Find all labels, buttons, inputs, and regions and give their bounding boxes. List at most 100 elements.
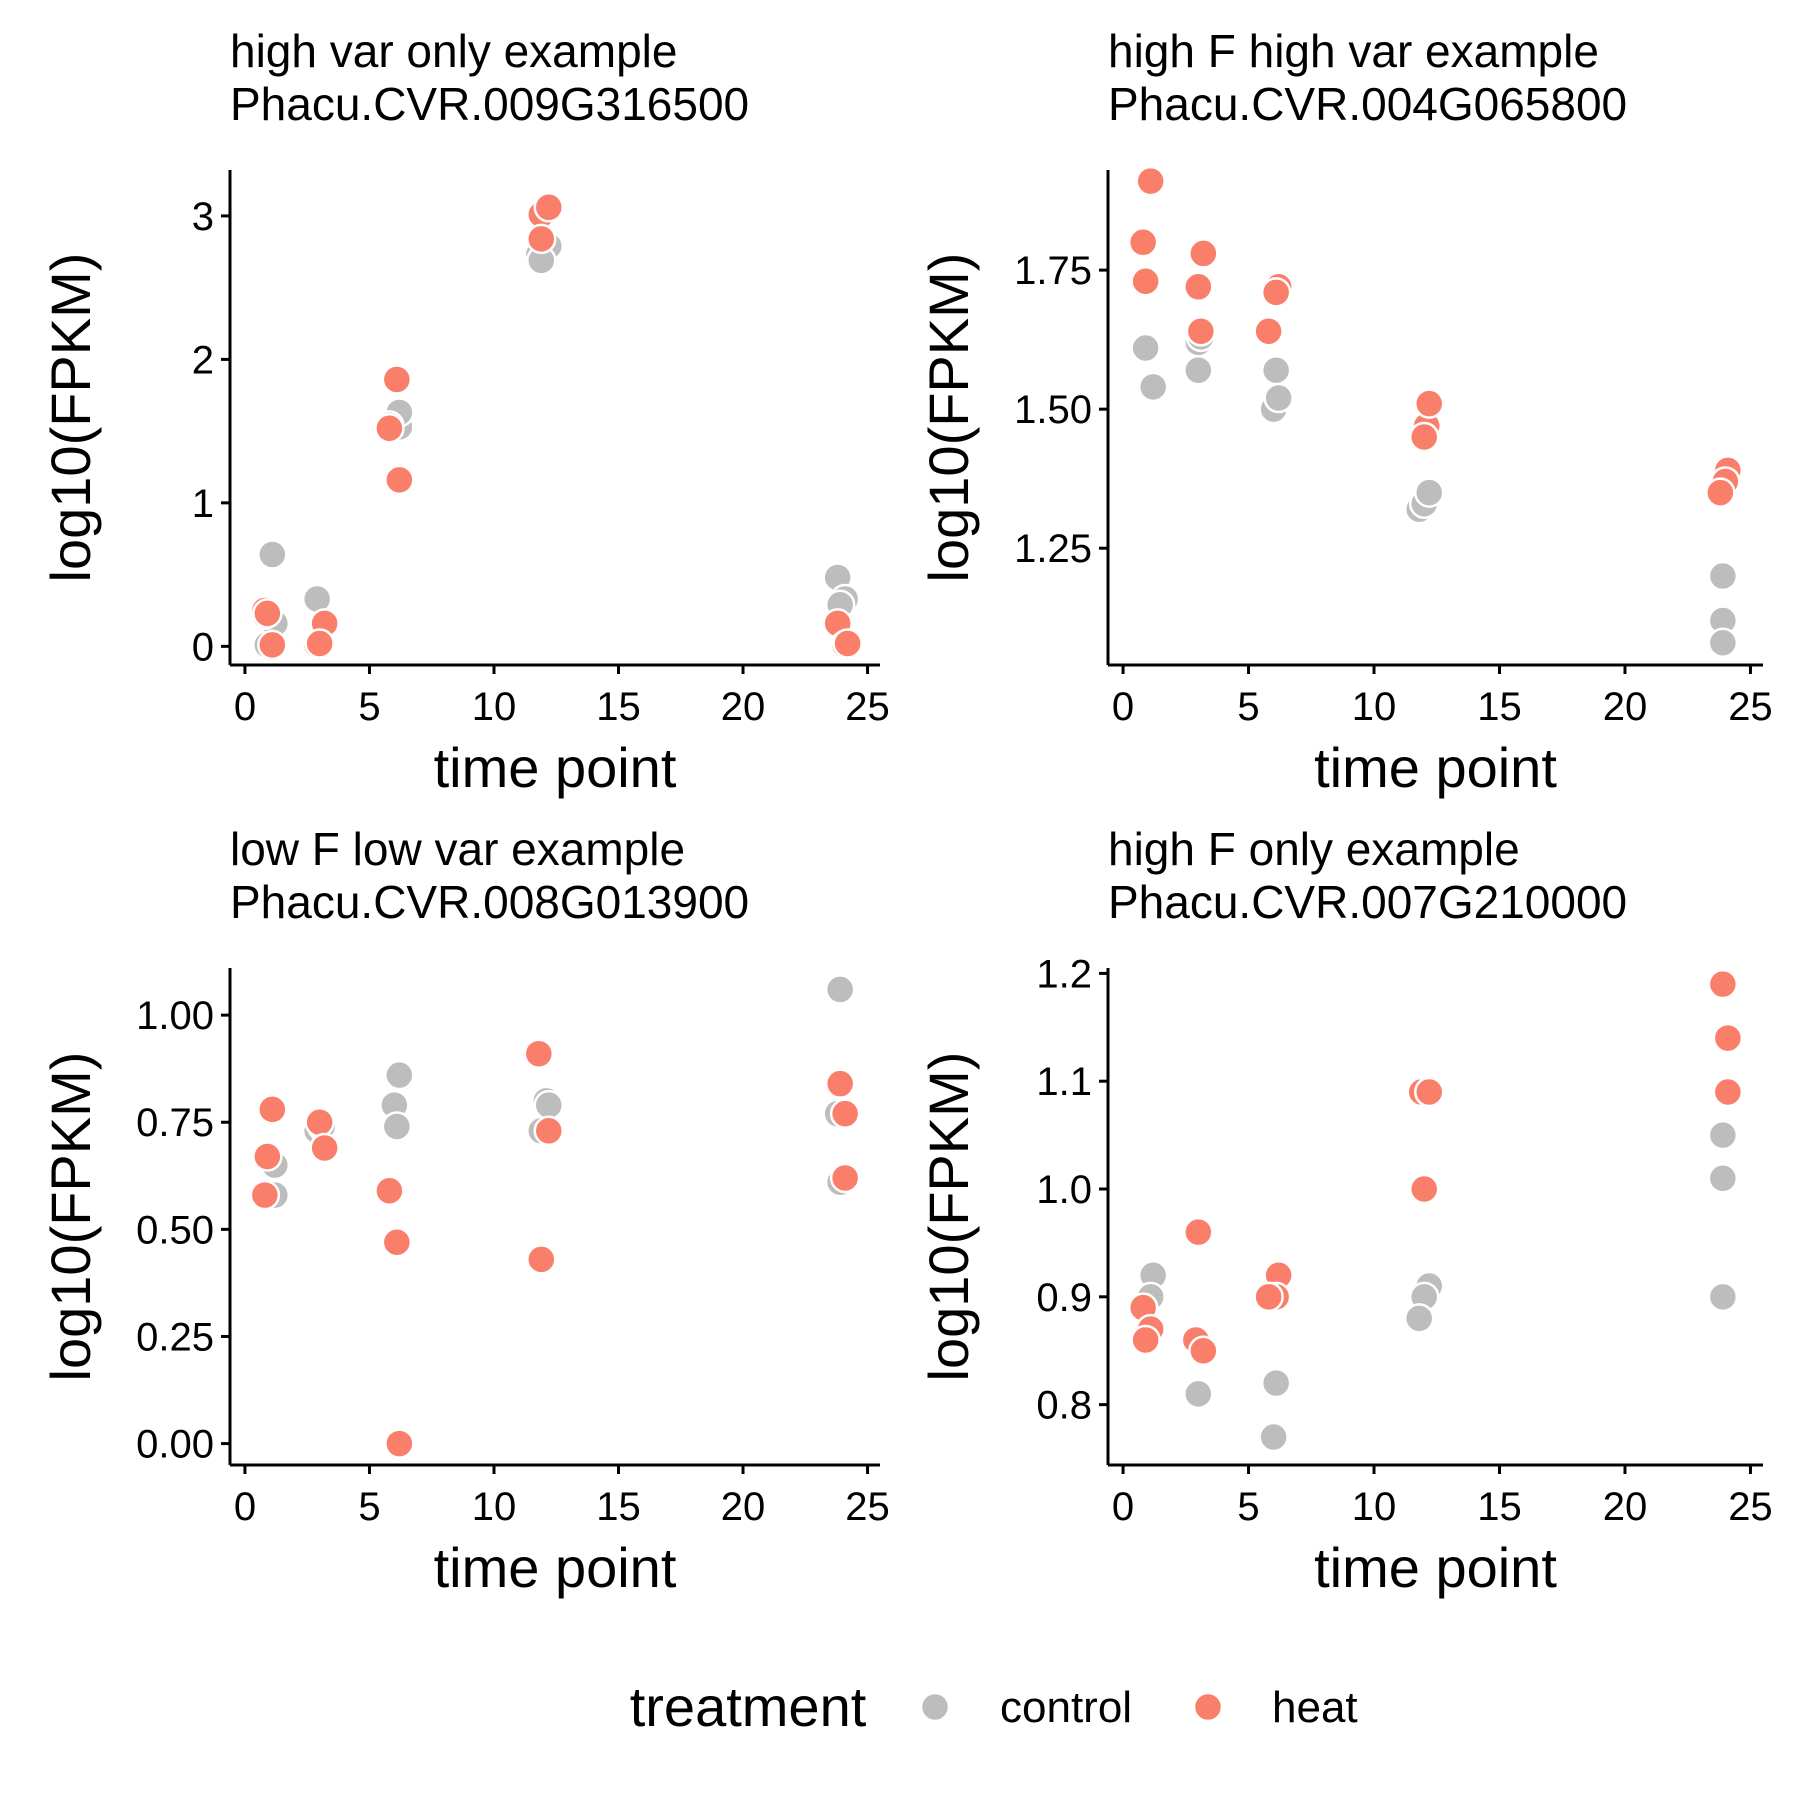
data-point-heat [252, 1141, 283, 1172]
data-point-heat [384, 464, 415, 496]
data-point-heat [381, 364, 413, 395]
y-axis-title: log10(FPKM) [917, 1052, 980, 1382]
data-point-heat [249, 1179, 281, 1211]
data-point-control [1707, 627, 1739, 659]
data-point-heat [1183, 1216, 1214, 1248]
data-point-heat [1712, 1022, 1744, 1054]
data-point-heat [1183, 271, 1214, 303]
x-tick-label: 20 [721, 685, 766, 729]
data-point-control [1183, 354, 1214, 386]
data-point-control [1260, 1367, 1292, 1399]
data-point-heat [304, 628, 335, 659]
data-point-heat [533, 1115, 565, 1147]
data-point-heat [1712, 1076, 1744, 1108]
y-tick-label: 1.0 [1036, 1168, 1092, 1212]
data-point-control [1403, 1303, 1435, 1334]
data-point-heat [832, 628, 863, 659]
x-tick-label: 25 [845, 1485, 890, 1529]
data-point-control [824, 974, 856, 1005]
x-tick-label: 20 [1603, 685, 1648, 729]
data-point-heat [1188, 238, 1219, 269]
x-tick-label: 20 [1603, 1485, 1648, 1529]
panels: high var only examplePhacu.CVR.009G31650… [39, 25, 1773, 1599]
chart-panel-2: high F high var examplePhacu.CVR.004G065… [917, 25, 1773, 799]
y-tick-label: 1.00 [136, 994, 214, 1038]
panel-subtitle: Phacu.CVR.004G065800 [1108, 78, 1627, 130]
y-axis-title: log10(FPKM) [917, 253, 980, 583]
panel-title: high var only example [230, 25, 677, 77]
data-point-heat [523, 1038, 555, 1069]
data-point-heat [1185, 316, 1217, 347]
x-axis-title: time point [1314, 736, 1557, 799]
data-point-heat [1130, 265, 1161, 297]
data-point-heat [526, 1244, 557, 1275]
x-tick-label: 10 [1352, 685, 1397, 729]
legend-swatch-control [919, 1691, 951, 1723]
panel-subtitle: Phacu.CVR.007G210000 [1108, 876, 1627, 928]
chart-panel-1: high var only examplePhacu.CVR.009G31650… [39, 25, 890, 799]
series-heat [249, 1038, 861, 1459]
x-tick-label: 15 [596, 685, 641, 729]
y-tick-label: 2 [192, 338, 214, 382]
chart-panel-3: low F low var examplePhacu.CVR.008G01390… [39, 823, 890, 1599]
data-point-heat [304, 1106, 335, 1138]
data-point-heat [374, 1175, 405, 1207]
legend: treatment control heat [630, 1675, 1358, 1738]
x-tick-label: 20 [721, 1485, 766, 1529]
data-point-heat [252, 598, 283, 629]
legend-label-control: control [1000, 1683, 1132, 1732]
panel-title: high F only example [1108, 823, 1520, 875]
x-axis-title: time point [1314, 1536, 1557, 1599]
data-point-control [1707, 560, 1739, 592]
x-tick-label: 15 [1477, 685, 1522, 729]
data-point-control [1260, 354, 1292, 386]
x-tick-label: 25 [845, 685, 890, 729]
y-tick-label: 1.1 [1036, 1060, 1092, 1104]
x-tick-label: 0 [234, 1485, 256, 1529]
series-heat [249, 192, 863, 661]
x-tick-label: 25 [1728, 685, 1773, 729]
y-tick-label: 0.75 [136, 1101, 214, 1145]
data-point-heat [824, 1068, 856, 1099]
data-point-control [1263, 382, 1294, 414]
data-point-heat [1260, 277, 1292, 308]
panel-subtitle: Phacu.CVR.008G013900 [230, 876, 749, 928]
y-tick-label: 1.2 [1036, 952, 1092, 996]
data-point-control [1707, 1281, 1739, 1313]
y-tick-label: 0.00 [136, 1423, 214, 1467]
data-point-control [257, 539, 288, 570]
x-tick-label: 25 [1728, 1485, 1773, 1529]
data-point-heat [257, 629, 288, 661]
x-axis-title: time point [434, 736, 677, 799]
data-point-heat [384, 1428, 415, 1459]
data-point-control [384, 1059, 415, 1091]
data-point-heat [381, 1226, 413, 1258]
data-point-heat [1188, 1335, 1219, 1366]
series-heat [1127, 968, 1744, 1366]
data-point-heat [257, 1094, 288, 1125]
x-tick-label: 5 [358, 1485, 380, 1529]
y-tick-label: 3 [192, 195, 214, 239]
data-point-control [381, 1111, 413, 1142]
data-point-heat [1413, 1076, 1445, 1108]
data-point-control [1130, 332, 1161, 364]
y-tick-label: 1.25 [1014, 527, 1092, 571]
legend-title: treatment [630, 1675, 867, 1738]
y-tick-label: 0.8 [1036, 1384, 1092, 1428]
data-point-heat [526, 223, 557, 255]
x-tick-label: 5 [358, 685, 380, 729]
data-point-heat [1707, 968, 1739, 1000]
x-tick-label: 10 [472, 1485, 517, 1529]
y-tick-label: 1.75 [1014, 249, 1092, 293]
data-point-heat [829, 1162, 861, 1194]
data-point-heat [1413, 388, 1445, 419]
x-tick-label: 5 [1237, 1485, 1259, 1529]
data-point-heat [1253, 1281, 1284, 1313]
data-point-heat [1130, 1324, 1161, 1356]
panel-subtitle: Phacu.CVR.009G316500 [230, 78, 749, 130]
data-point-control [1413, 477, 1445, 508]
data-point-heat [1705, 477, 1736, 508]
